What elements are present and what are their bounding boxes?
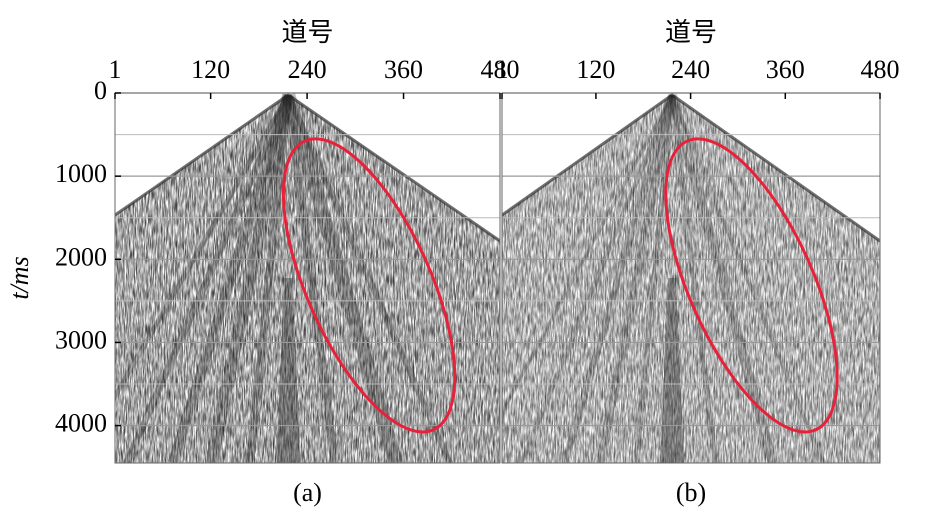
x-tick-label: 1 — [496, 55, 509, 84]
y-tick-label: 3000 — [55, 325, 107, 354]
wave-event — [285, 93, 453, 463]
x-axis-title: 道号 — [665, 18, 717, 47]
wave-event — [633, 94, 675, 463]
wave-event — [115, 93, 291, 402]
x-axis-title: 道号 — [281, 18, 333, 47]
wave-event — [123, 93, 292, 463]
y-axis-title: t/ms — [5, 256, 34, 299]
wave-event — [205, 93, 295, 463]
wave-event — [245, 94, 293, 463]
wave-event — [502, 94, 674, 416]
x-tick-label: 240 — [671, 55, 710, 84]
y-tick-label: 1000 — [55, 159, 107, 188]
wave-event — [670, 94, 825, 463]
wave-event — [281, 93, 403, 463]
highlight-ellipse — [664, 137, 839, 434]
x-tick-label: 120 — [576, 55, 615, 84]
x-tick-label: 480 — [481, 55, 520, 84]
x-tick-label: 240 — [288, 55, 327, 84]
noise-field — [115, 95, 500, 463]
wave-event — [596, 94, 677, 463]
x-tick-label: 1 — [109, 55, 122, 84]
wave-event — [667, 93, 778, 463]
panel-caption: (a) — [293, 478, 322, 507]
wave-event — [284, 94, 339, 463]
x-tick-label: 360 — [384, 55, 423, 84]
x-tick-label: 120 — [191, 55, 230, 84]
noise-field — [502, 95, 880, 463]
panel-caption: (b) — [676, 478, 706, 507]
wave-event — [167, 93, 294, 463]
first-arrival — [502, 93, 880, 243]
first-arrival — [115, 93, 500, 243]
noise-column — [660, 278, 685, 463]
wave-event — [561, 94, 676, 463]
y-tick-label: 4000 — [55, 409, 107, 438]
wave-event — [669, 94, 718, 463]
y-tick-label: 2000 — [55, 242, 107, 271]
highlight-ellipse — [281, 137, 457, 434]
seismic-image — [502, 93, 880, 463]
x-tick-label: 360 — [766, 55, 805, 84]
wave-event — [519, 94, 675, 463]
y-tick-label: 0 — [94, 76, 107, 105]
x-tick-label: 480 — [861, 55, 900, 84]
noise-column — [276, 278, 301, 463]
seismic-image — [115, 93, 500, 463]
